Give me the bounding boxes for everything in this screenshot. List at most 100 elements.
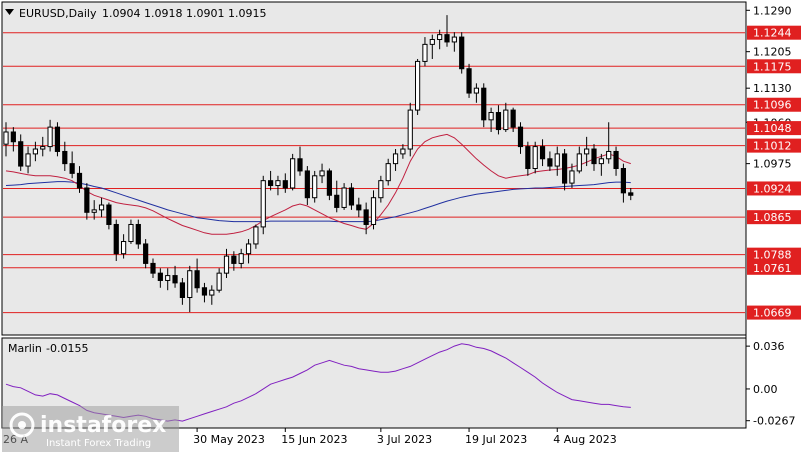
level-label: 1.0788	[753, 249, 792, 262]
level-label: 1.1012	[753, 140, 792, 153]
candle-bull	[260, 180, 266, 228]
candle-bull	[91, 209, 97, 213]
level-label: 1.0669	[753, 307, 792, 320]
level-label-bg	[747, 260, 801, 275]
candle-bear	[54, 126, 61, 152]
price-pane[interactable]	[1, 1, 747, 336]
candle-bear	[62, 150, 68, 165]
candle-bear	[231, 255, 237, 264]
x-tick-label: 30 May 2023	[193, 433, 265, 446]
candles-layer	[3, 15, 634, 313]
candle-bear	[562, 153, 568, 184]
x-tick-label: 3 Jul 2023	[377, 433, 432, 446]
candle-bull	[209, 289, 215, 296]
candle-bear	[510, 109, 516, 128]
oscillator-name: Marlin	[8, 342, 42, 355]
candle-bear	[143, 243, 149, 264]
candle-bull	[532, 146, 538, 169]
level-label-bg	[747, 247, 801, 262]
candle-bull	[451, 36, 457, 43]
level-labels: 1.1244 1.1175 1.1096 1.1048 1.1012 1.0924 1.08…	[747, 25, 801, 320]
candle-bear	[10, 131, 16, 143]
candle-bear	[539, 146, 546, 160]
candle-bear	[334, 194, 340, 208]
candle-bear	[84, 187, 90, 213]
levels-layer	[3, 32, 745, 314]
candle-bull	[98, 204, 105, 211]
watermark-tagline: Instant Forex Trading	[46, 438, 151, 449]
level-label-bg	[747, 138, 801, 153]
price-tick-label: 1.1290	[753, 4, 792, 17]
candle-bear	[268, 180, 274, 187]
candle-bull	[187, 270, 193, 298]
candle-bull	[128, 223, 134, 243]
level-label-bg	[747, 97, 801, 112]
candle-bull	[3, 131, 9, 145]
level-label-bg	[747, 59, 801, 74]
candle-bull	[47, 126, 53, 148]
candle-bear	[620, 168, 626, 194]
level-label: 1.1048	[753, 122, 792, 135]
candle-bull	[253, 226, 259, 245]
candle-bear	[356, 204, 362, 211]
ma-fast-line	[5, 133, 631, 235]
candle-bull	[598, 158, 604, 165]
watermark-brand: instaforex	[40, 413, 166, 438]
candle-bull	[400, 148, 406, 155]
candle-bull	[275, 180, 281, 187]
candle-bull	[437, 34, 443, 41]
candle-bull	[216, 272, 222, 291]
candle-bear	[297, 158, 303, 172]
candle-bull	[503, 109, 509, 131]
level-label-bg	[747, 210, 801, 225]
candle-bear	[459, 36, 465, 70]
instaforex-emblem	[9, 412, 35, 438]
candle-bull	[238, 253, 244, 264]
candle-bear	[113, 223, 119, 255]
candle-bear	[326, 170, 332, 196]
candle-bear	[201, 287, 208, 296]
candle-bear	[150, 262, 156, 274]
level-label: 1.1175	[753, 60, 792, 73]
candle-bull	[370, 197, 377, 225]
candle-bull	[415, 60, 421, 111]
level-label: 1.0761	[753, 262, 792, 275]
candle-bear	[466, 68, 472, 94]
candle-bull	[319, 170, 325, 177]
candle-bull	[32, 148, 38, 155]
level-label: 1.0924	[753, 182, 792, 195]
candle-bull	[569, 170, 575, 184]
candle-bull	[378, 180, 384, 199]
candle-bear	[69, 163, 75, 174]
candle-bear	[106, 204, 112, 225]
oscillator-tick-label: 0.00	[753, 383, 778, 396]
price-tick-label: 1.1130	[753, 82, 792, 95]
level-label: 1.1096	[753, 99, 792, 112]
candle-bear	[628, 192, 634, 196]
candle-bear	[304, 170, 310, 199]
candle-bull	[407, 109, 413, 150]
candle-bear	[76, 172, 83, 189]
oscillator-layer: 0.036 0.00 -0.0267	[5, 340, 795, 428]
oscillator-value: -0.0155	[46, 342, 88, 355]
candle-bear	[194, 270, 200, 289]
ma-slow-line	[5, 181, 631, 223]
candle-bull	[576, 153, 582, 172]
symbol-timeframe: EURUSD,Daily	[19, 7, 97, 20]
candle-bear	[525, 146, 531, 169]
candle-bull	[165, 275, 171, 281]
triangle-down-icon[interactable]	[5, 9, 14, 15]
candle-bull	[25, 153, 31, 167]
candle-bear	[135, 223, 141, 245]
oscillator-tick-label: -0.0267	[753, 415, 795, 428]
candle-bull	[312, 175, 318, 199]
candle-bear	[481, 87, 487, 121]
level-label-bg	[747, 181, 801, 196]
candle-bull	[429, 39, 435, 45]
level-label: 1.1244	[753, 27, 792, 40]
candle-bear	[547, 158, 553, 167]
candle-bear	[495, 112, 502, 131]
level-label: 1.0865	[753, 211, 792, 224]
moving-averages-layer	[5, 133, 631, 235]
candle-bear	[613, 150, 619, 170]
